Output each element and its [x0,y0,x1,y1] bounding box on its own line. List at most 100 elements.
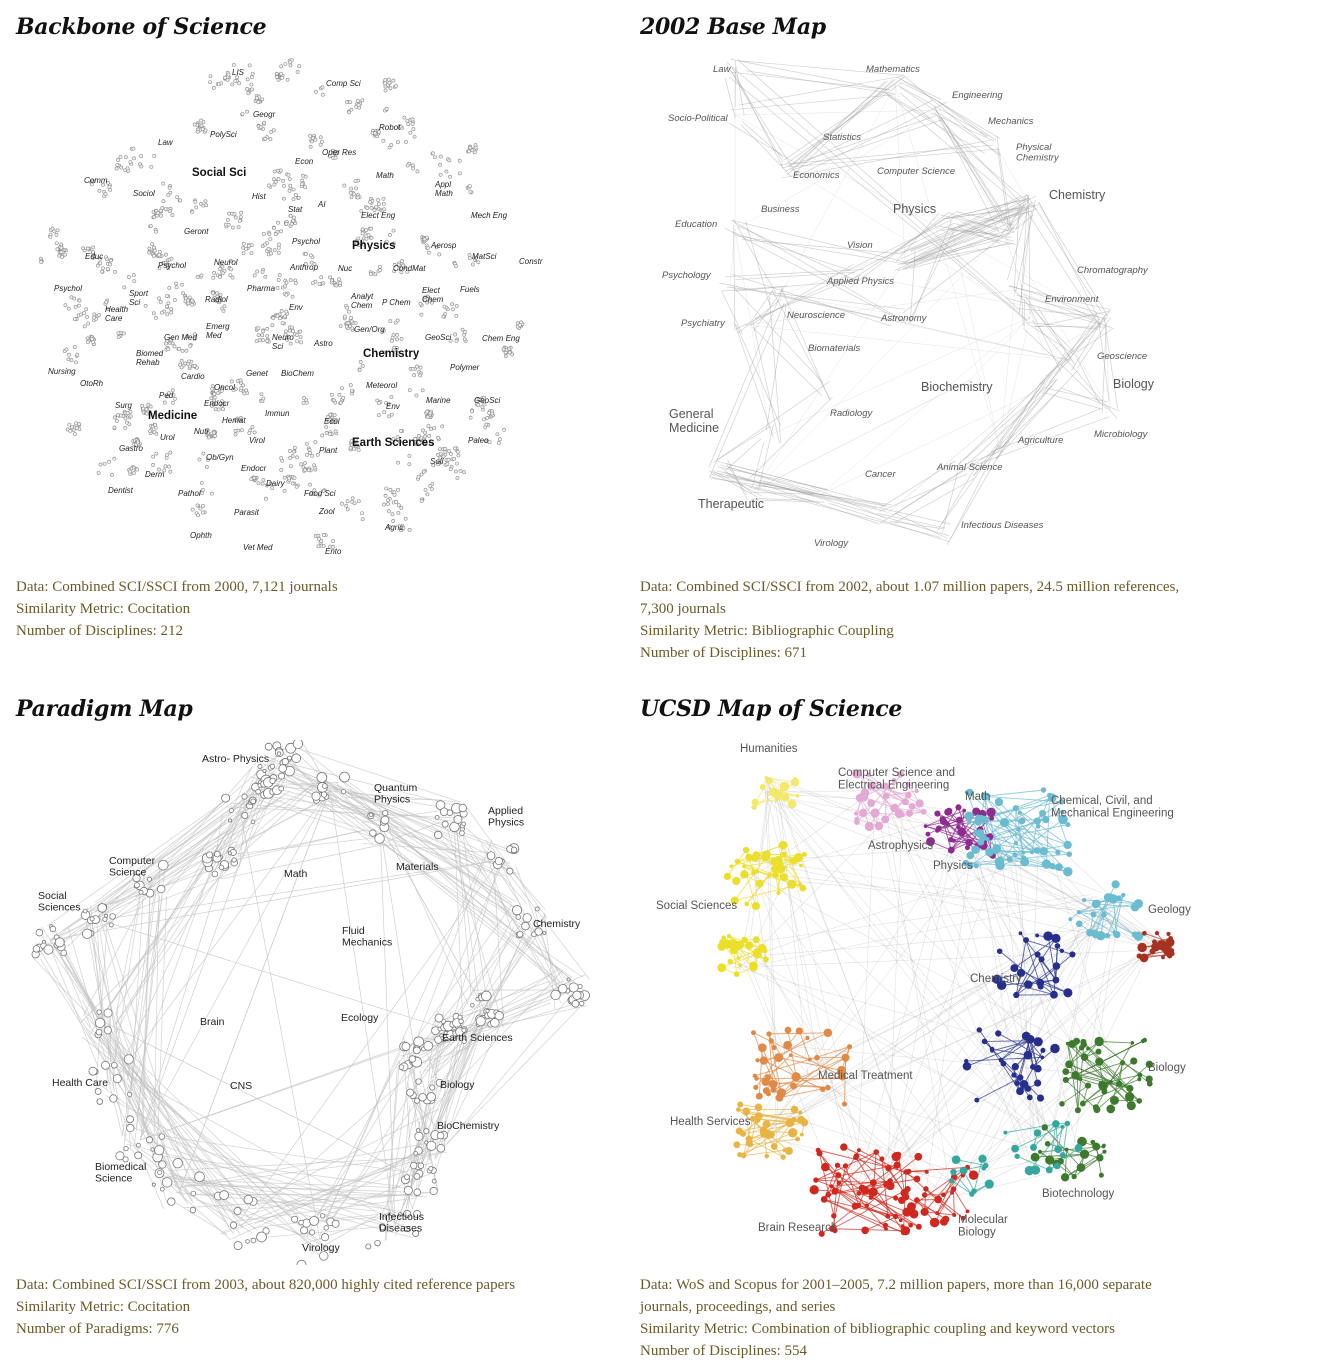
network-edge [894,84,906,261]
network-edge [933,106,1000,233]
network-edge [772,782,864,1171]
paradigm-node [172,1158,183,1169]
discipline-node [1014,1080,1020,1086]
journal-node [275,313,280,318]
cluster-edge [1122,1062,1150,1080]
journal-node [55,247,60,252]
journal-node [427,299,432,303]
journal-node [354,186,358,191]
paradigm-node [257,764,263,769]
cluster-edge [778,1057,842,1071]
discipline-node [793,777,798,781]
discipline-label: Dairy [266,479,286,488]
network-edge [910,194,1028,252]
discipline-label: Elect Chem [422,286,444,304]
paradigm-node [320,791,328,798]
journal-node [223,75,227,80]
journal-node [272,169,277,174]
discipline-node [892,1213,899,1220]
network-edge [709,302,785,478]
discipline-node [974,817,982,825]
journal-node [206,458,210,462]
journal-node [256,100,261,104]
network-edge [1005,201,1033,238]
cluster-edge [843,1146,889,1169]
network-edge [87,1035,333,1254]
journal-node [252,273,257,278]
journal-node [388,319,393,324]
journal-node [312,463,316,468]
discipline-node [1052,976,1060,984]
network-edge [1028,194,1031,315]
journal-node [222,304,227,309]
discipline-node [751,854,759,862]
discipline-label: Educ [85,252,103,261]
journal-node [290,294,295,299]
journal-node [467,253,472,257]
discipline-node [1000,1060,1007,1067]
journal-node [396,350,401,355]
journal-node [287,476,291,481]
discipline-node [964,811,974,821]
journal-node [324,431,329,435]
journal-node [250,87,254,92]
discipline-node [795,1136,801,1142]
journal-node [368,272,373,276]
journal-node [482,402,487,407]
journal-node [82,324,87,329]
paradigm-node [189,1206,197,1214]
discipline-node [909,1209,919,1219]
journal-node [328,432,332,436]
network-edge [249,1224,405,1240]
journal-node [349,316,353,320]
network-edge [239,809,321,1241]
paradigm-node [190,1190,197,1197]
journal-node [285,77,290,82]
paradigm-node [82,908,88,914]
discipline-label: Marine [426,396,451,405]
discipline-node [1098,1172,1104,1178]
discipline-label: Endocr [204,399,230,408]
discipline-label: Physics [933,860,973,872]
discipline-node [745,1139,753,1147]
cluster-edge [1004,822,1068,846]
network-edge [884,359,1071,516]
discipline-node [978,1154,987,1163]
journal-node [106,307,111,312]
discipline-label: Soil [430,457,444,466]
journal-node [174,281,178,286]
network-edge [991,408,1101,453]
journal-node [55,228,60,233]
journal-node [354,443,359,448]
paradigm-node [292,740,304,750]
network-edge [99,757,284,1021]
journal-node [236,225,241,230]
journal-node [279,64,284,69]
journal-node [383,493,388,498]
network-edge [749,486,942,539]
discipline-node [1078,1076,1083,1081]
paradigm-node [413,1036,425,1048]
discipline-node [1023,937,1029,943]
cluster-edge [828,1185,891,1196]
network-edge [732,231,850,271]
journal-node [462,332,467,337]
journal-node [457,171,462,176]
journal-node [502,427,506,432]
discipline-node [1014,841,1018,846]
journal-node [208,80,212,85]
discipline-label: Therapeutic [698,497,764,511]
discipline-node [1034,1064,1042,1073]
cluster-edge [924,1211,955,1216]
discipline-node [1016,1087,1024,1096]
journal-node [428,484,433,488]
network-edge [750,499,825,503]
journal-node [166,263,171,268]
network-edge [1023,206,1102,328]
journal-node [241,251,246,256]
network-edge [934,107,1013,230]
journal-node [484,422,489,427]
journal-node [233,215,238,220]
paradigm-node [486,851,496,860]
discipline-node [1055,863,1063,872]
